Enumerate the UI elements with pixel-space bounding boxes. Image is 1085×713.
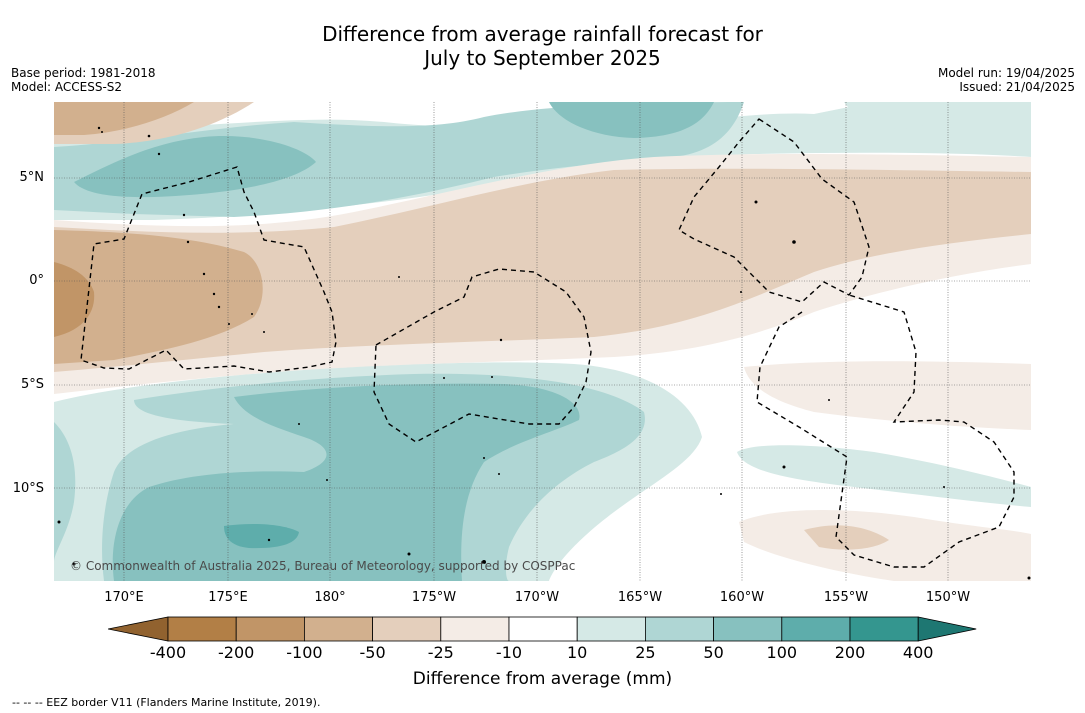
colorbar-tick-label: 400 [902,643,934,662]
colorbar-arrow-low [108,616,169,642]
south-west-wet-edge [54,422,76,562]
north-east-wet-patch [844,102,954,130]
islands [57,126,1031,580]
colorbar-cells [108,616,977,642]
colorbar-cell [849,616,919,642]
lat-label-5n: 5°N [19,170,45,185]
colorbar-cell [508,616,578,642]
lon-label-170e: 170°E [104,590,144,605]
footer-legend: -- -- -- EEZ border V11 (Flanders Marine… [12,696,321,709]
lon-label-160w: 160°W [719,590,765,605]
colorbar-cell [645,616,715,642]
lon-label-150w: 150°W [925,590,971,605]
colorbar-tick-label: -50 [359,643,386,662]
colorbar-arrow-high [917,616,977,642]
colorbar-tick-label: 10 [567,643,588,662]
model-text: Model: ACCESS-S2 [11,80,123,94]
lon-label-180: 180° [314,590,346,605]
title-line-2: July to September 2025 [424,46,661,70]
lat-label-10s: 10°S [12,481,44,496]
north-west-dry-core [54,102,194,135]
eez-border-phoenix [678,118,870,303]
title-line-1: Difference from average rainfall forecas… [322,22,763,46]
colorbar-tick-label: 50 [703,643,724,662]
colorbar-tick-label: -25 [427,643,454,662]
credit-text: © Commonwealth of Australia 2025, Bureau… [70,559,576,573]
lat-label-0: 0° [29,273,44,288]
colorbar-cell [303,616,373,642]
north-wet-band-core [74,136,316,198]
colorbar-cell [781,616,851,642]
meta-left: Base period: 1981-2018 Model: ACCESS-S2 [11,66,156,94]
eez-borders [80,118,1015,568]
graticule [54,102,1031,581]
south-wet-band-deep [224,524,299,549]
lon-label-165w: 165°W [617,590,663,605]
equatorial-dry-band-mid [54,168,1031,372]
colorbar-tick-label: 25 [635,643,656,662]
north-wet-band-core-2 [549,102,714,138]
rainfall-fields [54,102,1031,581]
east-dry-patch [744,361,1031,430]
colorbar-cell [713,616,783,642]
colorbar-cell [372,616,442,642]
lat-label-5s: 5°S [20,377,44,392]
colorbar-title: Difference from average (mm) [412,669,673,689]
model-run-text: Model run: 19/04/2025 [937,66,1075,80]
colorbar-cell [167,616,237,642]
colorbar [108,616,977,642]
lon-label-170w: 170°W [514,590,560,605]
issued-text: Issued: 21/04/2025 [959,80,1075,94]
east-wet-patch [737,445,1031,507]
base-period-text: Base period: 1981-2018 [11,66,156,80]
meta-right: Model run: 19/04/2025 Issued: 21/04/2025 [938,66,1075,94]
south-east-dry-patch [739,510,1031,581]
lon-label-155w: 155°W [823,590,869,605]
eez-border-phoenix-lower [756,294,1015,568]
colorbar-cell [576,616,646,642]
colorbar-tick-label: -100 [286,643,323,662]
lon-label-175e: 175°E [208,590,248,605]
lon-label-175w: 175°W [411,590,457,605]
colorbar-tick-label: -400 [149,643,187,662]
colorbar-tick-label: -200 [218,643,255,662]
south-east-dry-core [804,525,889,550]
rainfall-map [54,102,1031,581]
page-title: Difference from average rainfall forecas… [0,22,1085,70]
colorbar-cell [440,616,510,642]
colorbar-tick-label: 200 [834,643,866,662]
colorbar-tick-label: -10 [495,643,523,662]
colorbar-tick-label: 100 [766,643,798,662]
equatorial-dry-band-core [54,230,263,364]
eez-border-tokelau [373,268,592,443]
eez-border-tuvalu [80,166,337,373]
colorbar-cell [235,616,305,642]
